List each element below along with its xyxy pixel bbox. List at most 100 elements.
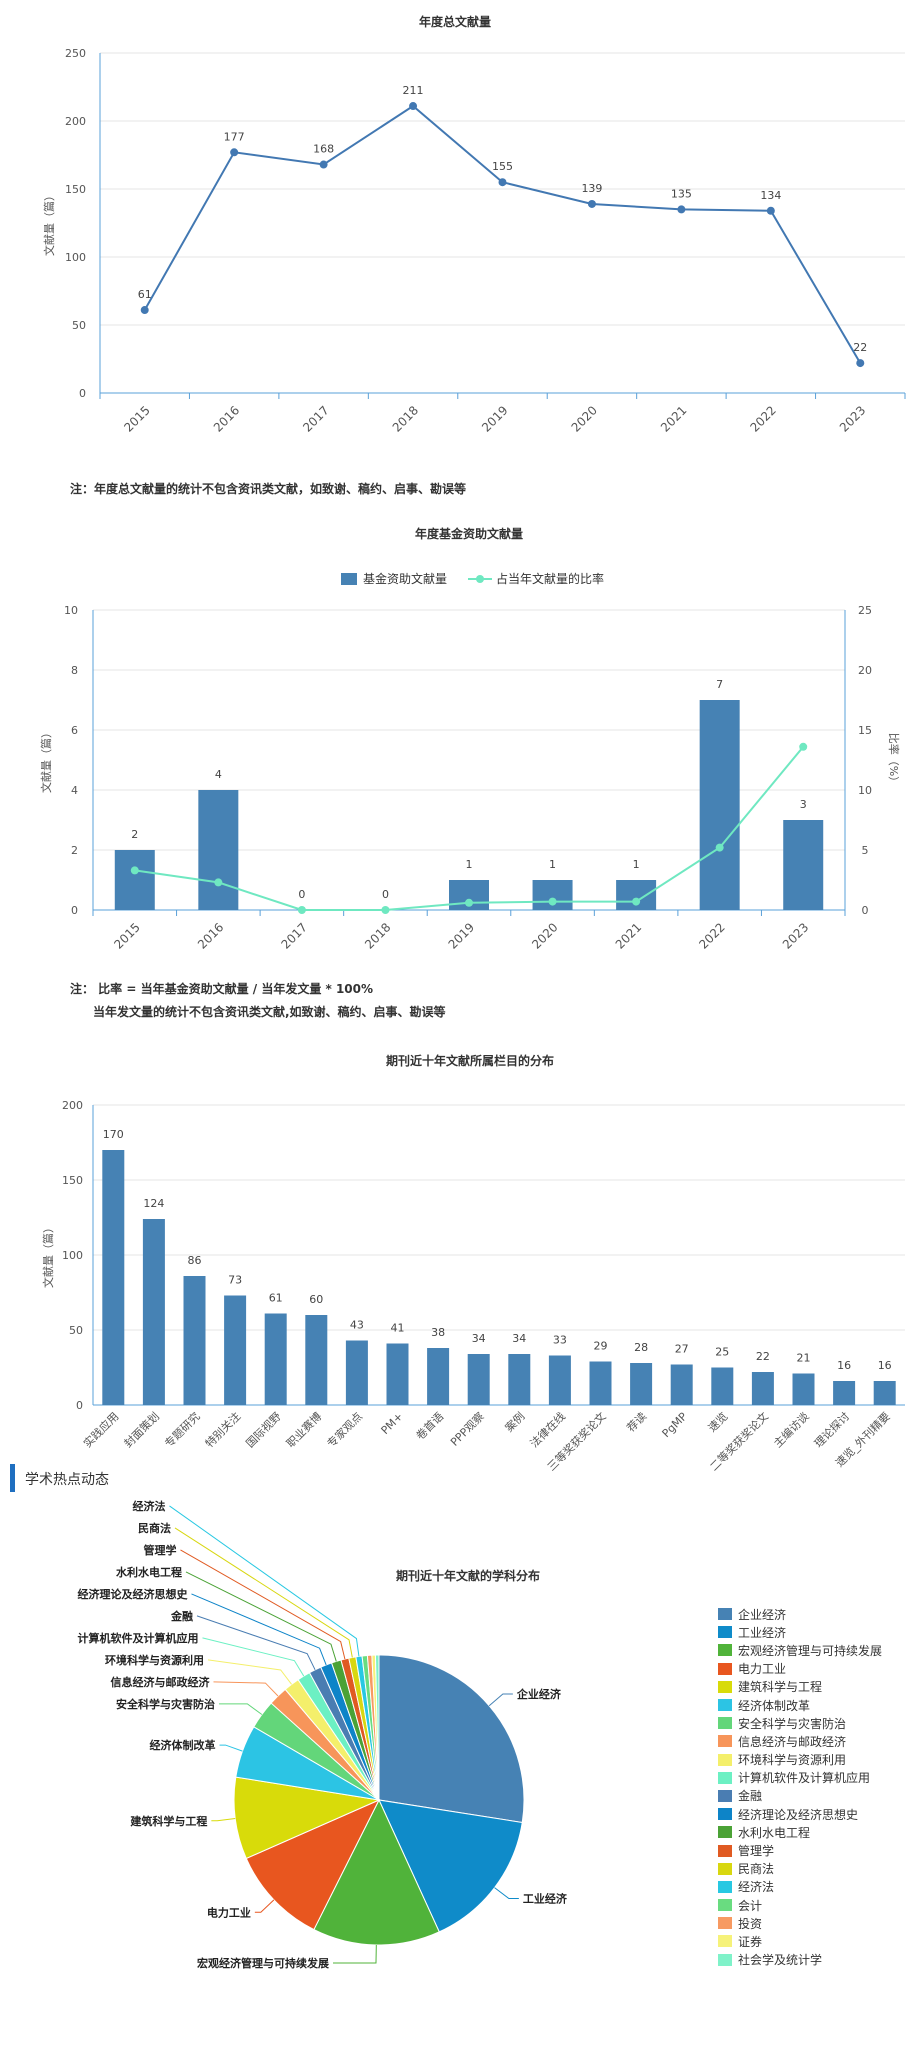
bar [183,1276,206,1405]
pie-slice [233,1776,381,1860]
bar [548,1355,571,1405]
ratio-point [297,906,306,914]
y-tick-label: 8 [71,664,78,677]
legend-item[interactable]: 安全科学与灾害防治 [718,1714,882,1732]
y-tick-label: 50 [69,1324,83,1337]
bar [264,1313,287,1405]
legend-label: 会计 [738,1898,763,1913]
legend-item[interactable]: 民商法 [718,1860,882,1878]
ratio-point [799,742,808,751]
x-tick-label: 2015 [121,403,152,434]
pie-outer-label: 管理学 [143,1543,176,1557]
x-tick-label: PgMP [660,1410,690,1440]
legend-item[interactable]: 电力工业 [718,1660,882,1678]
label-leader [211,1818,236,1822]
x-tick-label: 2020 [569,403,600,434]
bar [114,850,155,910]
data-point [140,306,149,315]
data-point [766,206,775,215]
label-leader [196,1615,316,1671]
label-leader [219,1744,243,1752]
ratio-point [632,897,641,906]
legend-item[interactable]: 环境科学与资源利用 [718,1751,882,1769]
legend-item[interactable]: 企业经济 [718,1605,882,1623]
data-label: 16 [878,1359,892,1372]
label-leader [213,1681,279,1697]
label-leader [218,1703,263,1715]
legend-label: 经济理论及经济思想史 [738,1807,859,1822]
legend-swatch [718,1917,732,1930]
x-tick-label: 2019 [479,403,510,434]
data-label: 7 [716,678,723,691]
data-label: 177 [224,130,245,143]
y-axis-label: 文献量（篇） [42,190,56,256]
y2-tick-label: 15 [858,724,872,737]
y-tick-label: 0 [71,904,78,917]
chart4-title: 期刊近十年文献的学科分布 [396,1568,540,1583]
pie-slice [378,1799,523,1933]
label-leader [191,1593,327,1666]
x-tick-label: 2022 [696,920,727,951]
data-label: 34 [512,1332,526,1345]
y-axis-label: 文献量（篇） [39,727,53,793]
legend-swatch [718,1899,732,1912]
ratio-point [465,898,473,907]
legend-item[interactable]: 经济法 [718,1878,882,1896]
legend-item[interactable]: 会计 [718,1896,882,1914]
legend-swatch [718,1953,732,1966]
legend-item[interactable]: 计算机软件及计算机应用 [718,1769,882,1787]
legend-swatch [718,1808,732,1821]
section-accent-bar [10,1464,15,1492]
data-label: 134 [760,189,781,202]
legend-label: 水利水电工程 [738,1825,811,1840]
legend-label: 环境科学与资源利用 [738,1753,847,1768]
bar [467,1354,490,1405]
legend-item[interactable]: 管理学 [718,1841,882,1859]
data-label: 27 [675,1343,689,1356]
pie-outer-label: 计算机软件及计算机应用 [77,1631,198,1645]
bar [102,1150,125,1405]
y2-tick-label: 25 [858,604,872,617]
legend-item[interactable]: 建筑科学与工程 [718,1678,882,1696]
legend-swatch [718,1880,732,1893]
ratio-point [130,866,139,875]
legend-item[interactable]: 金融 [718,1787,882,1805]
legend-label: 宏观经济管理与可持续发展 [738,1643,883,1658]
label-leader [174,1527,353,1658]
legend-item[interactable]: 经济体制改革 [718,1696,882,1714]
bar [833,1381,856,1405]
legend-item[interactable]: 社会学及统计学 [718,1951,882,1969]
legend-item[interactable]: 投资 [718,1914,882,1932]
legend-item[interactable]: 水利水电工程 [718,1823,882,1841]
data-label: 211 [403,84,424,97]
bar [427,1348,450,1405]
data-label: 0 [298,888,305,901]
x-tick-label: 2021 [613,920,644,951]
data-label: 86 [188,1254,202,1267]
y-tick-label: 150 [62,1174,83,1187]
y-tick-label: 0 [76,1399,83,1412]
bar [142,1219,165,1405]
legend-item[interactable]: 信息经济与邮政经济 [718,1732,882,1750]
y-tick-label: 200 [65,115,86,128]
section-header: 学术热点动态 [10,1464,890,1492]
x-tick-label: 速览 [705,1409,730,1434]
pie-outer-label: 建筑科学与工程 [130,1814,207,1828]
legend-item[interactable]: 经济理论及经济思想史 [718,1805,882,1823]
data-label: 1 [466,858,473,871]
y2-axis-label: 比率（%） [887,733,901,787]
column-distribution-chart: 期刊近十年文献所属栏目的分布 0 50 100 150 200 文献量（篇） 170 124 86… [41,1053,905,1474]
label-leader [169,1505,360,1657]
data-label: 155 [492,160,513,173]
label-leader [333,1944,377,1964]
legend-item[interactable]: 工业经济 [718,1623,882,1641]
x-tick-label: 专题研究 [162,1409,203,1450]
legend-item[interactable]: 证券 [718,1932,882,1950]
data-label: 124 [143,1197,164,1210]
y-tick-label: 10 [64,604,78,617]
legend-item[interactable]: 宏观经济管理与可持续发展 [718,1641,882,1659]
x-tick-label: 2021 [658,403,689,434]
pie-slice [378,1654,525,1824]
y-tick-label: 2 [71,844,78,857]
x-tick-label: 封面策划 [121,1409,162,1450]
